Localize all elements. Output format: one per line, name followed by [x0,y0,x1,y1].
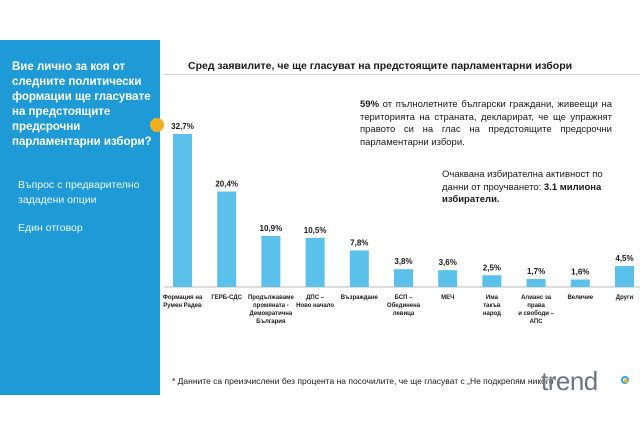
category-label-9: Величие [567,295,593,301]
logo-dot-center-icon [624,379,628,383]
chart-title: Сред заявилите, че ще гласуват на предст… [188,60,573,72]
data-label-7: 2,5% [483,263,501,272]
data-label-1: 20,4% [215,180,238,189]
bar-8 [526,279,546,287]
data-label-10: 4,5% [615,254,633,263]
data-label-5: 3,8% [394,257,412,266]
data-label-0: 32,7% [171,122,194,131]
category-label-2: Продължаваме промяната -Демократична Бълга… [248,295,295,325]
sidebar-panel [0,40,160,395]
footnote: * Данните са преизчислени без процента н… [172,376,557,386]
bar-1 [217,191,237,287]
data-label-9: 1,6% [571,268,589,277]
logo-dot-icon [621,376,629,384]
bar-3 [305,237,325,287]
bar-9 [570,279,590,287]
accent-dot [150,118,164,132]
data-label-4: 7,8% [350,239,368,248]
bar-4 [349,250,369,287]
category-label-10: Други [616,295,634,301]
turnout-value: 3.1 милиона избиратели. [442,181,602,206]
bar-6 [438,270,458,287]
turnout-text: Очаквана избирателна активност по данни … [442,169,603,193]
data-label-8: 1,7% [527,267,545,276]
bar-0 [173,134,192,287]
category-label-1: ГЕРБ-СДС [211,295,242,301]
title-divider [164,74,640,75]
category-label-0: Формация на Румен Радев [163,295,203,309]
participation-text: от пълнолетните български граждани, живе… [360,99,612,148]
participation-note: 59% от пълнолетните български граждани, … [360,99,612,149]
question-text: Вие лично за коя от следните политически… [12,61,152,148]
turnout-note: Очаквана избирателна активност по данни … [442,169,614,207]
category-label-7: Има такъв народ [483,295,501,317]
trend-logo: trend [541,366,598,396]
category-label-5: БСП – Обединена левица [387,295,421,317]
bar-5 [394,269,413,287]
category-label-4: Възраждане [341,295,379,301]
category-label-8: Алианс за права и свободи – АПС [518,295,554,325]
bar-10 [615,265,634,287]
data-label-6: 3,6% [439,258,457,267]
answer-type: Един отговор [18,222,83,234]
category-label-6: МЕЧ [441,295,454,301]
data-label-3: 10,5% [304,226,327,235]
participation-share: 59% [360,99,380,110]
category-label-3: ДПС – Ново начало [296,295,334,309]
data-label-2: 10,9% [260,224,283,233]
question-type: Въпрос с предварително зададени опции [18,179,140,206]
bar-7 [482,275,502,287]
bar-2 [261,236,281,287]
